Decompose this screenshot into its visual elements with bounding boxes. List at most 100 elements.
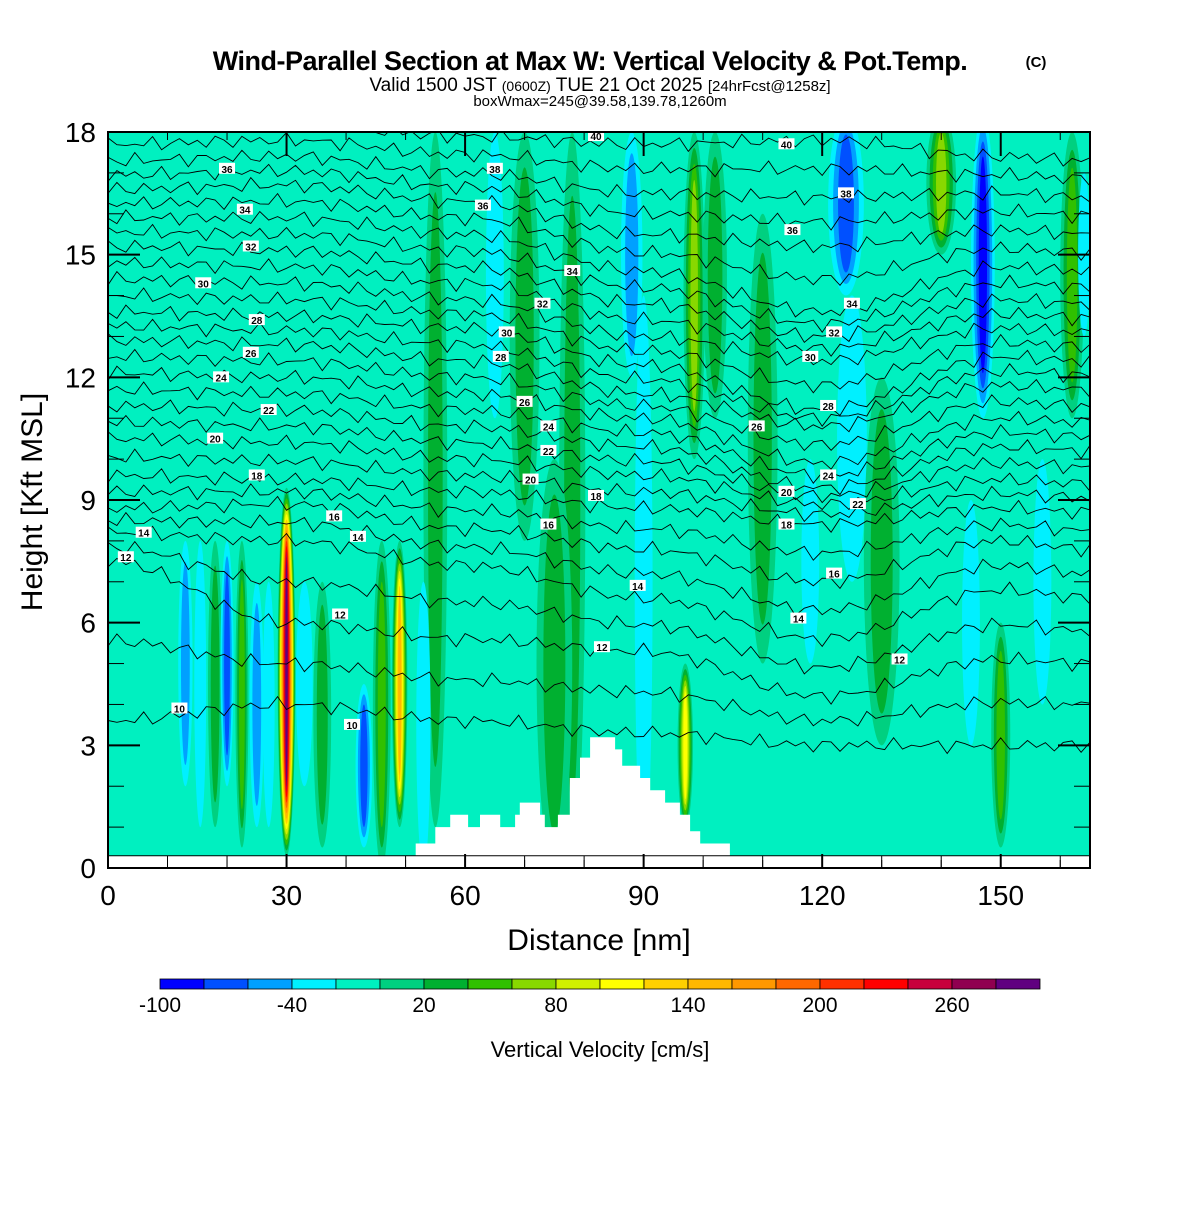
theta-contour-25 (108, 348, 1090, 452)
colorbar-swatch (291, 978, 337, 990)
contour-label-bg (826, 326, 843, 338)
contour-label: 34 (236, 203, 253, 217)
contour-label-bg (117, 551, 134, 563)
w-contour-fill (707, 156, 723, 394)
contour-label-bg (593, 641, 610, 653)
contour-label-text: 38 (840, 189, 852, 200)
contour-label-text: 32 (829, 328, 841, 339)
theta-contour-33 (108, 223, 1090, 333)
contour-label: 28 (492, 350, 509, 364)
contour-label-bg (492, 350, 509, 362)
w-contour-fill (377, 581, 386, 828)
contour-label: 20 (207, 432, 224, 446)
contour-label: 28 (248, 314, 265, 327)
contour-label: 36 (474, 199, 491, 213)
w-contour-fill (360, 704, 368, 828)
contour-label: 30 (195, 277, 212, 290)
theta-contour-16 (108, 495, 1090, 590)
contour-label: 24 (540, 420, 557, 433)
contour-label: 16 (540, 518, 557, 532)
w-contour-fill (515, 167, 534, 506)
y-tick-label: 18 (65, 117, 96, 148)
contour-label-bg (748, 420, 765, 432)
subtitle-date: TUE 21 Oct 2025 (556, 75, 703, 96)
contour-label-text: 20 (525, 476, 537, 487)
theta-contour-14 (108, 525, 1090, 648)
contour-label-bg (242, 240, 259, 252)
contour-label: 22 (540, 444, 557, 458)
contour-label: 10 (171, 702, 188, 716)
contour-label-text: 18 (781, 521, 793, 532)
contour-label-bg (540, 518, 557, 530)
contour-label-text: 20 (210, 435, 222, 446)
contour-label-text: 26 (245, 349, 257, 360)
contour-label-text: 18 (251, 471, 263, 482)
contour-label-bg (849, 498, 866, 510)
colorbar-swatch (335, 978, 381, 990)
contour-label-text: 36 (787, 226, 799, 237)
contour-label: 22 (849, 498, 866, 511)
x-tick-label: 150 (977, 880, 1024, 911)
w-contour-fill (625, 153, 639, 357)
contour-label-text: 40 (781, 140, 793, 151)
contour-label-bg (213, 371, 230, 383)
contour-label-text: 16 (829, 570, 841, 581)
colorbar-swatch (423, 978, 469, 990)
contour-label-bg (236, 203, 253, 215)
contour-label: 32 (826, 326, 843, 339)
contour-label-bg (540, 420, 557, 432)
contour-label: 16 (326, 510, 343, 523)
contour-label-text: 12 (120, 553, 132, 564)
colorbar-swatch (775, 978, 821, 990)
contour-label-bg (486, 162, 503, 174)
y-tick-label: 3 (80, 730, 96, 761)
subtitle-utc: (0600Z) (502, 78, 551, 94)
contour-label: 12 (891, 653, 908, 666)
w-contour-fill (398, 593, 402, 775)
colorbar-swatch (687, 978, 733, 990)
w-contour-fill (180, 562, 190, 765)
w-contour-fill (962, 500, 980, 746)
theta-contour-27 (108, 318, 1090, 427)
contour-label: 34 (843, 297, 860, 311)
title-copyright-mark: (C) (1026, 54, 1047, 71)
contour-label-bg (790, 612, 807, 624)
y-tick-label: 9 (80, 485, 96, 516)
colorbar-swatch (379, 978, 425, 990)
contour-label-bg (540, 444, 557, 456)
contour-label-text: 24 (543, 422, 555, 433)
contour-label: 12 (117, 551, 134, 564)
contour-label: 14 (629, 579, 646, 593)
contour-label: 30 (802, 350, 819, 364)
contour-label-bg (474, 199, 491, 211)
contour-label-text: 10 (346, 721, 358, 732)
contour-label-text: 22 (263, 406, 275, 417)
w-contour-fill (801, 459, 820, 664)
contour-label-text: 30 (501, 328, 513, 339)
theta-contour-11 (108, 633, 1090, 727)
y-tick-label: 0 (80, 853, 96, 884)
contour-label-bg (588, 489, 605, 501)
contour-label-text: 14 (632, 582, 644, 593)
contour-label-text: 30 (805, 353, 817, 364)
contour-label: 20 (522, 473, 539, 487)
contour-label: 36 (219, 162, 236, 176)
y-tick-label: 12 (65, 362, 96, 393)
contour-label-bg (778, 138, 795, 150)
contour-label-text: 16 (543, 521, 555, 532)
colorbar-tick-label: 80 (544, 994, 567, 1017)
w-contour-fill (936, 132, 947, 234)
theta-contour-31 (108, 256, 1090, 357)
theta-contour-15 (108, 511, 1090, 617)
w-contour-fill (316, 604, 328, 825)
theta-contour-32 (108, 239, 1090, 343)
theta-contour-30 (108, 270, 1090, 366)
x-axis-label: Distance [nm] (507, 924, 690, 957)
y-axis-label: Height [Kft MSL] (16, 393, 49, 611)
contour-label: 22 (260, 404, 277, 417)
contour-label-text: 26 (519, 398, 531, 409)
theta-contour-36 (108, 176, 1090, 254)
theta-contour-21 (108, 414, 1090, 504)
